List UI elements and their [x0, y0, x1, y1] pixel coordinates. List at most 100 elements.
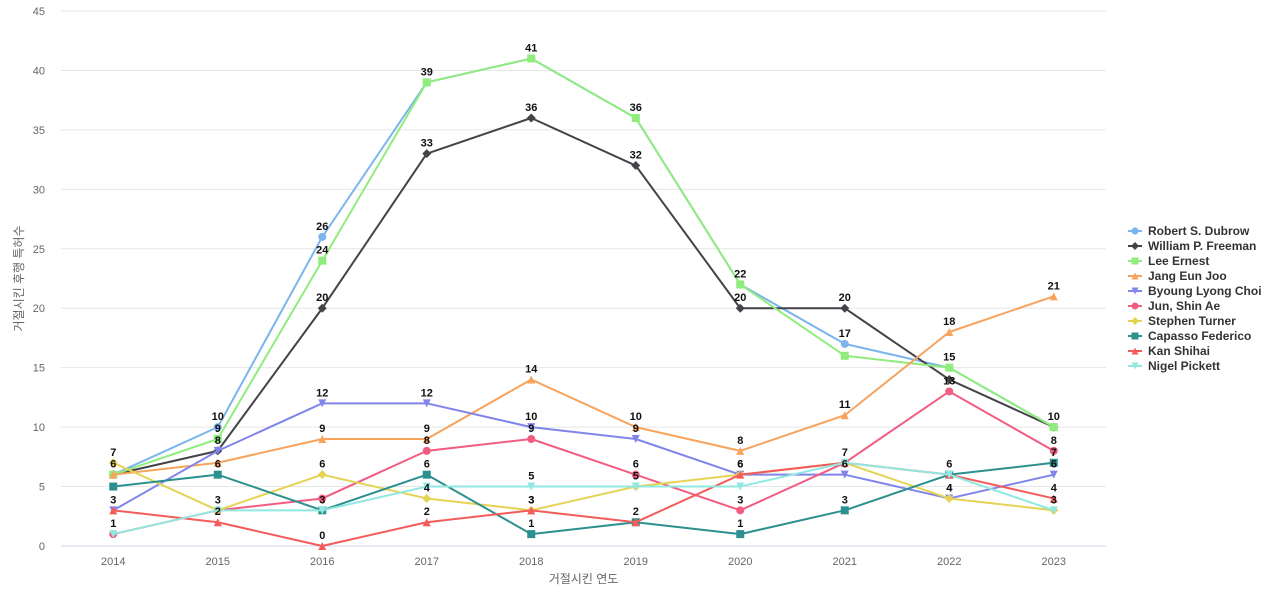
- data-point[interactable]: [735, 303, 745, 313]
- data-point[interactable]: [527, 530, 536, 539]
- data-label: 12: [421, 387, 433, 399]
- legend-item[interactable]: Jang Eun Joo: [1128, 269, 1227, 283]
- data-point[interactable]: [109, 506, 118, 515]
- data-point[interactable]: [527, 435, 536, 443]
- data-label: 3: [528, 494, 534, 506]
- data-point[interactable]: [840, 470, 849, 479]
- data-point[interactable]: [213, 446, 222, 455]
- series-line: [112, 402, 1054, 512]
- legend-item[interactable]: Stephen Turner: [1128, 314, 1236, 328]
- data-label: 6: [737, 459, 743, 471]
- data-point[interactable]: [527, 423, 536, 432]
- data-point[interactable]: [1049, 506, 1058, 515]
- data-point[interactable]: [527, 506, 536, 515]
- data-point[interactable]: [631, 518, 640, 527]
- data-point[interactable]: [213, 423, 222, 432]
- series-lee-ernest: [109, 54, 1058, 479]
- data-point[interactable]: [318, 435, 327, 443]
- data-point[interactable]: [840, 458, 849, 467]
- data-label: 17: [839, 328, 851, 340]
- legend-item[interactable]: Kan Shihai: [1128, 344, 1210, 358]
- data-point[interactable]: [1049, 458, 1058, 467]
- data-point[interactable]: [422, 149, 432, 159]
- data-point[interactable]: [527, 54, 536, 63]
- data-point[interactable]: [109, 482, 118, 491]
- data-point[interactable]: [318, 542, 327, 550]
- data-point[interactable]: [317, 470, 327, 480]
- data-point[interactable]: [944, 493, 954, 503]
- data-label: 10: [212, 411, 224, 423]
- data-point[interactable]: [1049, 423, 1058, 432]
- data-point[interactable]: [631, 423, 640, 432]
- data-point[interactable]: [213, 518, 222, 527]
- data-point[interactable]: [318, 494, 327, 503]
- data-label: 1: [528, 518, 534, 530]
- data-point[interactable]: [213, 506, 222, 515]
- data-point[interactable]: [318, 506, 327, 515]
- data-point[interactable]: [631, 161, 641, 171]
- data-point[interactable]: [213, 435, 222, 443]
- series-william-p-freeman: [108, 113, 1059, 480]
- legend-label: Kan Shihai: [1148, 344, 1210, 358]
- data-label: 7: [1051, 447, 1057, 459]
- data-point[interactable]: [422, 493, 432, 503]
- data-point[interactable]: [422, 470, 431, 479]
- data-point[interactable]: [318, 256, 327, 265]
- data-point[interactable]: [318, 232, 327, 241]
- data-label: 20: [316, 292, 328, 304]
- data-point[interactable]: [840, 303, 850, 313]
- data-point[interactable]: [945, 470, 954, 479]
- data-point[interactable]: [631, 114, 640, 122]
- data-point[interactable]: [527, 375, 536, 384]
- data-point[interactable]: [840, 351, 849, 360]
- data-point[interactable]: [840, 506, 849, 515]
- data-point[interactable]: [109, 530, 118, 539]
- data-point[interactable]: [1049, 292, 1058, 301]
- data-point[interactable]: [318, 399, 327, 408]
- legend-item[interactable]: Lee Ernest: [1128, 254, 1209, 268]
- data-point[interactable]: [631, 470, 640, 479]
- legend-item[interactable]: William P. Freeman: [1128, 239, 1256, 253]
- legend-label: Jun, Shin Ae: [1148, 299, 1221, 313]
- legend-item[interactable]: Capasso Federico: [1128, 329, 1251, 343]
- data-point[interactable]: [944, 375, 954, 385]
- data-point[interactable]: [736, 446, 745, 455]
- data-point[interactable]: [736, 470, 745, 479]
- data-point[interactable]: [736, 506, 745, 515]
- data-point[interactable]: [840, 339, 849, 348]
- legend-item[interactable]: Byoung Lyong Choi: [1128, 284, 1262, 298]
- data-point[interactable]: [1049, 470, 1058, 479]
- data-point[interactable]: [422, 482, 431, 491]
- data-point[interactable]: [422, 399, 431, 408]
- data-label: 20: [734, 292, 746, 304]
- data-point[interactable]: [736, 280, 745, 289]
- legend-marker: [1131, 347, 1139, 355]
- data-point[interactable]: [109, 470, 118, 479]
- legend-item[interactable]: Robert S. Dubrow: [1128, 224, 1250, 238]
- data-point[interactable]: [945, 328, 954, 336]
- data-point[interactable]: [1049, 494, 1058, 503]
- data-point[interactable]: [317, 303, 327, 313]
- data-label: 6: [633, 459, 639, 471]
- data-label: 15: [943, 352, 955, 364]
- data-point[interactable]: [1049, 446, 1058, 455]
- x-tick-label: 2016: [310, 556, 334, 568]
- data-point[interactable]: [631, 482, 640, 491]
- data-point[interactable]: [108, 458, 118, 468]
- data-point[interactable]: [422, 435, 431, 443]
- data-point[interactable]: [736, 530, 745, 539]
- data-point[interactable]: [526, 113, 536, 123]
- data-point[interactable]: [422, 518, 431, 527]
- data-point[interactable]: [213, 470, 222, 479]
- data-point[interactable]: [945, 363, 954, 372]
- data-point[interactable]: [631, 435, 640, 443]
- data-point[interactable]: [422, 446, 431, 455]
- data-point[interactable]: [945, 387, 954, 396]
- data-point[interactable]: [213, 458, 222, 467]
- legend-item[interactable]: Nigel Pickett: [1128, 359, 1220, 373]
- data-point[interactable]: [422, 78, 431, 87]
- legend-item[interactable]: Jun, Shin Ae: [1128, 299, 1221, 313]
- data-point[interactable]: [736, 482, 745, 491]
- data-point[interactable]: [527, 482, 536, 491]
- data-point[interactable]: [840, 411, 849, 420]
